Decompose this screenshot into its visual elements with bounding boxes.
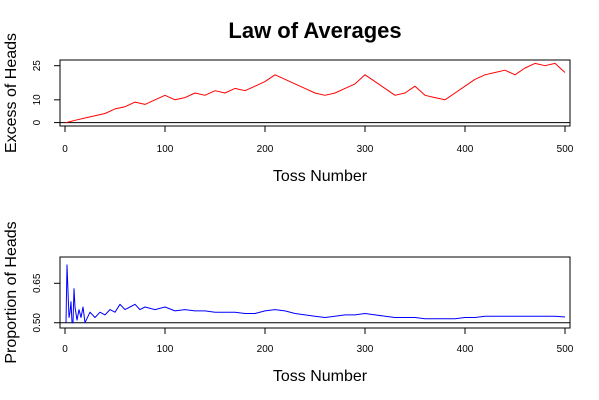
proportion-of-heads-panel: 0 100 200 300 400 500 0.50 0.65 Toss Number Propo… <box>3 221 574 385</box>
proportion-x-tick-label: 0 <box>62 344 68 355</box>
excess-x-tick-label: 100 <box>157 144 174 155</box>
proportion-y-tick-label: 0.65 <box>32 273 43 293</box>
excess-x-axis-label: Toss Number <box>273 168 368 185</box>
excess-y-axis-label: Excess of Heads <box>3 33 20 153</box>
proportion-plot-frame <box>59 256 571 329</box>
proportion-x-tick-label: 400 <box>457 344 474 355</box>
excess-x-tick-label: 400 <box>457 144 474 155</box>
excess-plot-frame <box>59 59 571 127</box>
proportion-y-tick-label: 0.50 <box>32 313 43 333</box>
chart-title: Law of Averages <box>228 18 401 43</box>
excess-of-heads-panel: 0 100 200 300 400 500 0 10 25 Toss Number Excess o… <box>3 33 574 185</box>
proportion-x-tick-label: 300 <box>357 344 374 355</box>
proportion-x-tick-label: 200 <box>257 344 274 355</box>
excess-y-tick-label: 25 <box>32 60 43 72</box>
excess-series-line <box>65 62 566 124</box>
proportion-x-tick-label: 500 <box>557 344 574 355</box>
proportion-x-axis-label: Toss Number <box>273 368 368 385</box>
excess-x-tick-label: 0 <box>62 144 68 155</box>
excess-y-tick-label: 10 <box>32 94 43 106</box>
proportion-series-line <box>65 264 566 324</box>
proportion-x-tick-label: 100 <box>157 344 174 355</box>
excess-x-tick-label: 200 <box>257 144 274 155</box>
excess-x-tick-label: 500 <box>557 144 574 155</box>
proportion-y-axis-label: Proportion of Heads <box>3 221 20 363</box>
excess-y-tick-label: 0 <box>32 119 43 125</box>
excess-x-tick-label: 300 <box>357 144 374 155</box>
